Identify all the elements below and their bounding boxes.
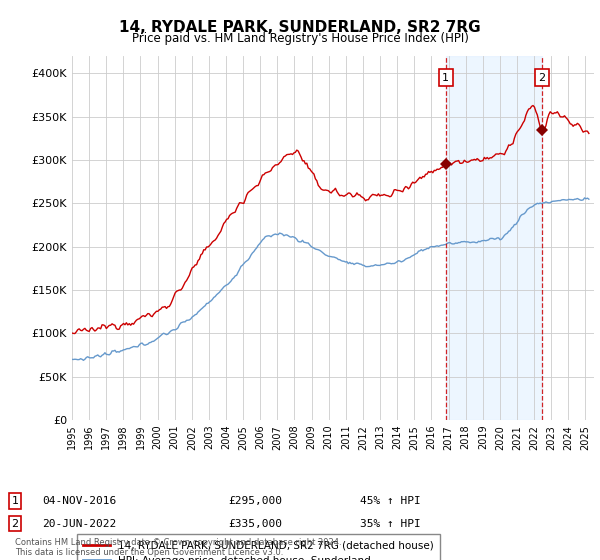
Text: Contains HM Land Registry data © Crown copyright and database right 2024.
This d: Contains HM Land Registry data © Crown c…	[15, 538, 341, 557]
Text: Price paid vs. HM Land Registry's House Price Index (HPI): Price paid vs. HM Land Registry's House …	[131, 32, 469, 45]
Text: £295,000: £295,000	[228, 496, 282, 506]
Text: 04-NOV-2016: 04-NOV-2016	[42, 496, 116, 506]
Text: 1: 1	[442, 73, 449, 83]
Text: 2: 2	[11, 519, 19, 529]
Text: 45% ↑ HPI: 45% ↑ HPI	[360, 496, 421, 506]
Text: 14, RYDALE PARK, SUNDERLAND, SR2 7RG: 14, RYDALE PARK, SUNDERLAND, SR2 7RG	[119, 20, 481, 35]
Text: £335,000: £335,000	[228, 519, 282, 529]
Text: 2: 2	[539, 73, 546, 83]
Text: 1: 1	[11, 496, 19, 506]
Legend: 14, RYDALE PARK, SUNDERLAND, SR2 7RG (detached house), HPI: Average price, detac: 14, RYDALE PARK, SUNDERLAND, SR2 7RG (de…	[77, 534, 440, 560]
Bar	[446, 56, 542, 420]
Text: 20-JUN-2022: 20-JUN-2022	[42, 519, 116, 529]
Text: 35% ↑ HPI: 35% ↑ HPI	[360, 519, 421, 529]
